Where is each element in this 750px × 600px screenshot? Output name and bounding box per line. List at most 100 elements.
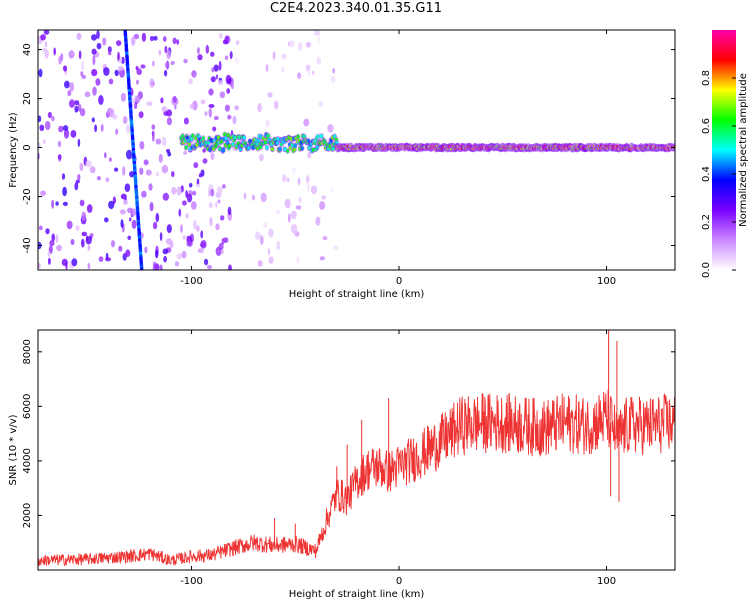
spectrogram-y-axis-label: Frequency (Hz)	[8, 112, 19, 188]
noise-blob	[131, 219, 137, 229]
noise-blob	[40, 34, 46, 41]
noise-blob	[224, 55, 229, 61]
noise-blob	[267, 247, 271, 256]
noise-blob	[108, 51, 112, 56]
noise-blob	[61, 258, 68, 266]
noise-blob	[159, 264, 163, 270]
noise-blob	[262, 222, 268, 228]
noise-blob	[114, 69, 119, 77]
noise-blob	[297, 177, 301, 186]
noise-blob	[174, 261, 180, 267]
noise-blob	[265, 64, 269, 72]
noise-blob	[91, 34, 97, 41]
noise-blob	[213, 64, 219, 72]
noise-blob	[122, 116, 128, 124]
noise-blob	[295, 205, 302, 210]
noise-blob	[66, 220, 73, 230]
noise-blob	[172, 95, 177, 104]
noise-blob	[58, 154, 61, 162]
noise-blob	[303, 118, 310, 127]
snr-panel: -100 0 100 2000 4000 6000 8000 Height of stra…	[8, 329, 676, 600]
noise-blob	[188, 78, 193, 85]
noise-blob	[136, 68, 142, 76]
noise-blob	[195, 181, 201, 188]
noise-blob	[38, 68, 43, 78]
noise-blob	[104, 152, 107, 159]
noise-blob	[139, 167, 144, 175]
noise-blob	[38, 115, 42, 123]
noise-blob	[193, 162, 199, 169]
noise-blob	[151, 81, 155, 86]
noise-blob	[91, 69, 98, 77]
noise-blob	[172, 37, 177, 45]
noise-blob	[202, 148, 206, 153]
noise-blob	[330, 76, 336, 83]
noise-blob	[204, 258, 209, 266]
noise-blob	[98, 256, 104, 262]
y-tick-label: 2000	[22, 503, 33, 528]
noise-blob	[182, 235, 186, 240]
noise-blob	[196, 178, 200, 185]
noise-blob	[169, 241, 174, 249]
noise-blob	[103, 67, 110, 76]
carrier-core	[331, 146, 335, 151]
carrier-core	[184, 145, 188, 150]
noise-blob	[81, 231, 88, 237]
noise-blob	[162, 192, 169, 201]
noise-blob	[284, 198, 291, 209]
noise-blob	[200, 99, 206, 105]
noise-blob	[96, 42, 102, 50]
noise-blob	[287, 213, 291, 223]
noise-blob	[319, 256, 325, 261]
carrier-core	[237, 135, 241, 140]
spectrogram-x-axis-label: Height of straight line (km)	[289, 289, 425, 300]
noise-blob	[176, 39, 180, 45]
noise-blob	[332, 245, 339, 251]
noise-blob	[49, 240, 55, 247]
spectrogram-panel: -100 0 100 -40 -20 0 20 40 Height of straight …	[8, 29, 676, 300]
noise-blob	[219, 91, 226, 99]
noise-blob	[81, 74, 86, 79]
carrier-core	[286, 149, 290, 153]
noise-blob	[166, 117, 172, 126]
noise-blob	[216, 186, 223, 195]
noise-blob	[220, 215, 225, 221]
noise-blob	[51, 115, 55, 122]
noise-blob	[298, 196, 302, 203]
noise-blob	[108, 78, 114, 85]
noise-blob	[198, 173, 202, 178]
y-tick-label: 6000	[22, 394, 33, 419]
noise-blob	[74, 100, 80, 106]
noise-blob	[163, 111, 169, 116]
noise-blob	[170, 61, 175, 65]
carrier-core	[293, 143, 297, 148]
noise-blob	[206, 264, 213, 270]
noise-blob	[281, 53, 287, 60]
noise-blob	[96, 176, 101, 181]
carrier-core	[242, 135, 246, 140]
noise-blob	[227, 78, 232, 84]
noise-blob	[254, 231, 261, 240]
carrier-core	[296, 134, 300, 139]
noise-blob	[204, 111, 208, 116]
noise-blob	[67, 90, 72, 97]
y-tick-label: 0	[22, 144, 33, 150]
noise-blob	[38, 142, 41, 148]
noise-blob	[196, 225, 200, 232]
noise-blob	[43, 139, 46, 144]
noise-blob	[55, 201, 59, 206]
noise-blob	[153, 35, 158, 41]
noise-blob	[96, 30, 100, 40]
noise-blob	[221, 238, 225, 245]
noise-blob	[202, 158, 208, 164]
noise-blob	[138, 111, 144, 119]
colorbar-tick-label: 0.6	[701, 118, 712, 134]
noise-blob	[212, 126, 217, 132]
noise-blob	[38, 262, 41, 269]
noise-blob	[70, 130, 77, 138]
y-tick-label: 20	[22, 92, 33, 105]
noise-blob	[77, 173, 81, 181]
noise-blob	[209, 216, 213, 227]
noise-blob	[166, 224, 172, 234]
carrier-core	[278, 147, 282, 152]
